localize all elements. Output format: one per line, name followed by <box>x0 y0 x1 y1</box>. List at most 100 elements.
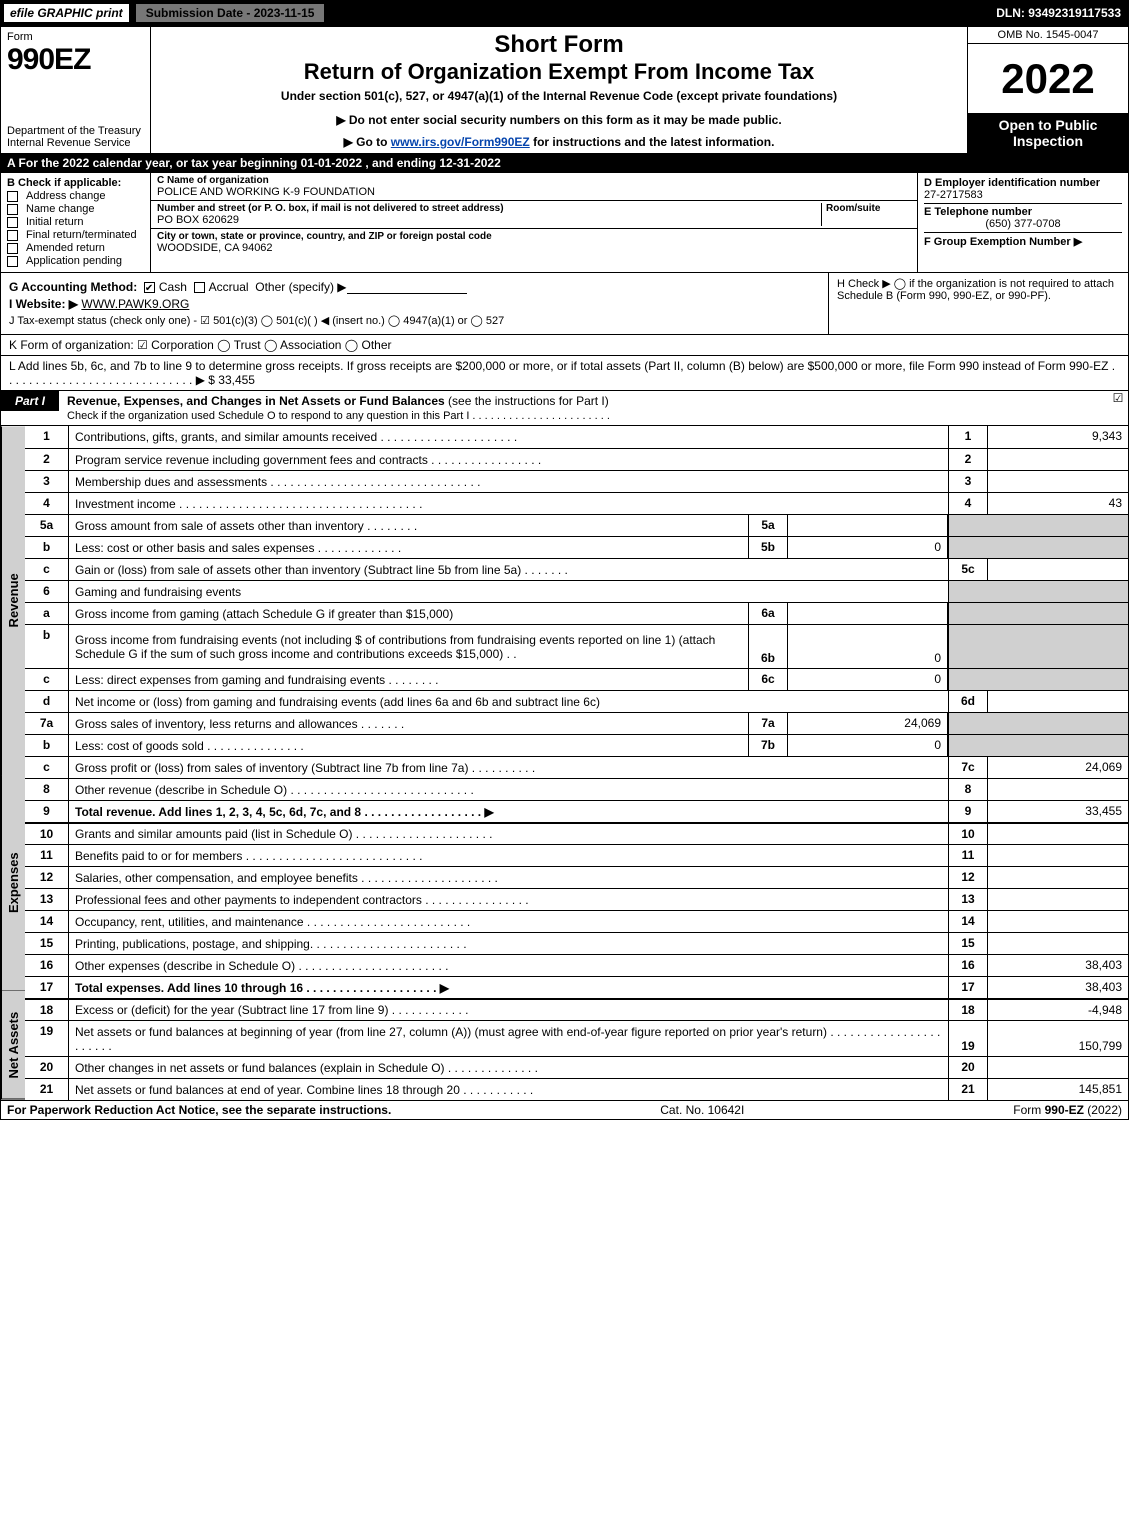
sub-num: 6b <box>748 625 788 668</box>
line-desc: Less: cost or other basis and sales expe… <box>69 537 748 558</box>
line-val <box>988 889 1128 910</box>
other-blank[interactable] <box>347 282 467 294</box>
line-fnum: 10 <box>948 824 988 844</box>
check-address-change[interactable]: Address change <box>7 190 144 202</box>
top-bar: efile GRAPHIC print Submission Date - 20… <box>0 0 1129 26</box>
do-not-enter-text: ▶ Do not enter social security numbers o… <box>159 113 959 127</box>
line-15: 15 Printing, publications, postage, and … <box>25 932 1128 954</box>
form-number: 990EZ <box>7 43 144 77</box>
line-fnum: 4 <box>948 493 988 514</box>
check-amended-return[interactable]: Amended return <box>7 242 144 254</box>
accrual-checkbox[interactable] <box>194 282 205 293</box>
check-application-pending[interactable]: Application pending <box>7 255 144 267</box>
line-4: 4 Investment income . . . . . . . . . . … <box>25 492 1128 514</box>
line-val: 145,851 <box>988 1079 1128 1100</box>
checkbox-icon[interactable] <box>7 256 18 267</box>
line-fnum-shade <box>948 515 988 536</box>
line-num: 2 <box>25 449 69 470</box>
line-num: 15 <box>25 933 69 954</box>
part-i-header: Part I Revenue, Expenses, and Changes in… <box>0 391 1129 426</box>
line-desc: Gaming and fundraising events <box>69 581 948 602</box>
line-desc: Gross income from gaming (attach Schedul… <box>69 603 748 624</box>
line-val: 38,403 <box>988 977 1128 998</box>
ghi-left: G Accounting Method: Cash Accrual Other … <box>1 273 828 334</box>
line-num: a <box>25 603 69 624</box>
line-num: b <box>25 537 69 558</box>
schedule-o-checkbox[interactable]: ☑ <box>1108 391 1128 405</box>
line-14: 14 Occupancy, rent, utilities, and maint… <box>25 910 1128 932</box>
tel-cell: E Telephone number (650) 377-0708 <box>924 204 1122 233</box>
line-num: 13 <box>25 889 69 910</box>
row-k: K Form of organization: ☑ Corporation ◯ … <box>0 335 1129 356</box>
submission-date-button[interactable]: Submission Date - 2023-11-15 <box>135 3 326 23</box>
line-desc: Net income or (loss) from gaming and fun… <box>69 691 948 712</box>
part-i-title-bold: Revenue, Expenses, and Changes in Net As… <box>67 394 445 408</box>
org-name-label: C Name of organization <box>157 175 911 186</box>
ein-cell: D Employer identification number 27-2717… <box>924 175 1122 204</box>
line-fnum: 13 <box>948 889 988 910</box>
efile-print-label[interactable]: efile GRAPHIC print <box>4 4 129 22</box>
line-fnum: 16 <box>948 955 988 976</box>
line-num: b <box>25 625 69 668</box>
check-final-return[interactable]: Final return/terminated <box>7 229 144 241</box>
line-fnum-shade <box>948 537 988 558</box>
line-fnum-shade <box>948 669 988 690</box>
line-7c: c Gross profit or (loss) from sales of i… <box>25 756 1128 778</box>
ein-label: D Employer identification number <box>924 177 1122 189</box>
street-row: Number and street (or P. O. box, if mail… <box>151 201 917 229</box>
ein-value: 27-2717583 <box>924 189 1122 201</box>
line-num: 6 <box>25 581 69 602</box>
irs-link[interactable]: www.irs.gov/Form990EZ <box>391 135 530 149</box>
line-val-shade <box>988 735 1128 756</box>
omb-number: OMB No. 1545-0047 <box>968 27 1128 44</box>
form-header: Form 990EZ Department of the Treasury In… <box>0 26 1129 154</box>
header-right: OMB No. 1545-0047 2022 Open to Public In… <box>968 27 1128 153</box>
line-fnum-shade <box>948 625 988 668</box>
line-desc: Benefits paid to or for members . . . . … <box>69 845 948 866</box>
section-c: C Name of organization POLICE AND WORKIN… <box>151 173 918 272</box>
check-initial-return[interactable]: Initial return <box>7 216 144 228</box>
line-19: 19 Net assets or fund balances at beginn… <box>25 1020 1128 1056</box>
line-val-shade <box>988 603 1128 624</box>
checkbox-icon[interactable] <box>7 191 18 202</box>
footer-right: Form 990-EZ (2022) <box>1013 1103 1122 1117</box>
line-desc: Salaries, other compensation, and employ… <box>69 867 948 888</box>
city-label: City or town, state or province, country… <box>157 231 911 242</box>
line-num: 16 <box>25 955 69 976</box>
check-label: Initial return <box>26 216 83 228</box>
form-label: Form <box>7 31 144 43</box>
cash-checkbox[interactable] <box>144 282 155 293</box>
sub-num: 7b <box>748 735 788 756</box>
checkbox-icon[interactable] <box>7 204 18 215</box>
header-left: Form 990EZ Department of the Treasury In… <box>1 27 151 153</box>
line-num: 21 <box>25 1079 69 1100</box>
part-i-grid: Revenue Expenses Net Assets 1 Contributi… <box>0 426 1129 1101</box>
line-6: 6 Gaming and fundraising events <box>25 580 1128 602</box>
line-2: 2 Program service revenue including gove… <box>25 448 1128 470</box>
line-num: 19 <box>25 1021 69 1056</box>
line-7a: 7a Gross sales of inventory, less return… <box>25 712 1128 734</box>
sub-val <box>788 515 948 536</box>
goto-post: for instructions and the latest informat… <box>530 135 775 149</box>
check-label: Name change <box>26 203 95 215</box>
line-num: c <box>25 669 69 690</box>
grid-rows: 1 Contributions, gifts, grants, and simi… <box>25 426 1128 1100</box>
line-desc: Other revenue (describe in Schedule O) .… <box>69 779 948 800</box>
line-fnum: 1 <box>948 426 988 448</box>
line-fnum: 20 <box>948 1057 988 1078</box>
group-exemption-label: F Group Exemption Number ▶ <box>924 235 1122 248</box>
sub-num: 6c <box>748 669 788 690</box>
line-12: 12 Salaries, other compensation, and emp… <box>25 866 1128 888</box>
website-value[interactable]: WWW.PAWK9.ORG <box>81 297 189 311</box>
checkbox-icon[interactable] <box>7 243 18 254</box>
checkbox-icon[interactable] <box>7 230 18 241</box>
checkbox-icon[interactable] <box>7 217 18 228</box>
department-label: Department of the Treasury Internal Reve… <box>7 125 144 149</box>
line-8: 8 Other revenue (describe in Schedule O)… <box>25 778 1128 800</box>
city-row: City or town, state or province, country… <box>151 229 917 256</box>
line-9: 9 Total revenue. Add lines 1, 2, 3, 4, 5… <box>25 800 1128 822</box>
check-name-change[interactable]: Name change <box>7 203 144 215</box>
line-desc: Membership dues and assessments . . . . … <box>69 471 948 492</box>
line-3: 3 Membership dues and assessments . . . … <box>25 470 1128 492</box>
line-num: b <box>25 735 69 756</box>
